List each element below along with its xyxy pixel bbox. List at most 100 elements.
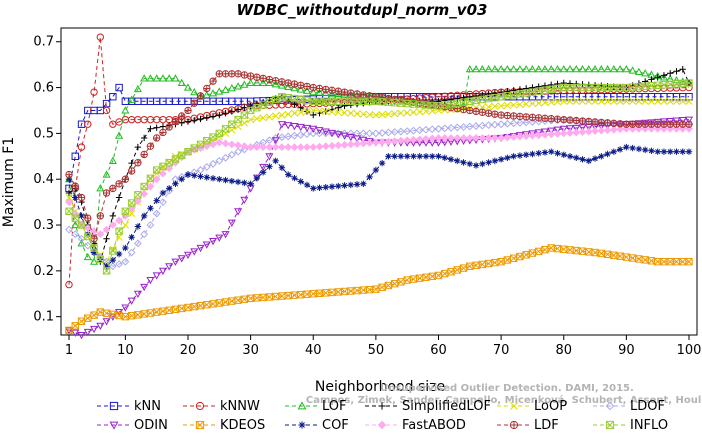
- data-point: [528, 65, 537, 73]
- data-point: [416, 108, 424, 116]
- data-point: [541, 99, 549, 107]
- legend-marker: [605, 420, 615, 430]
- data-point: [441, 269, 449, 278]
- data-point: [102, 170, 111, 178]
- data-point: [171, 117, 180, 126]
- data-point: [485, 103, 493, 111]
- data-point: [103, 263, 110, 270]
- data-point: [679, 148, 686, 155]
- data-point: [541, 149, 549, 156]
- data-point: [228, 177, 236, 185]
- data-point: [146, 182, 155, 191]
- data-point: [516, 112, 524, 121]
- data-point: [115, 233, 123, 241]
- data-point: [372, 166, 380, 174]
- data-point: [359, 136, 368, 145]
- y-tick-label: 0.6: [33, 81, 54, 96]
- data-point: [166, 185, 173, 192]
- legend-marker: [109, 421, 119, 430]
- data-point: [685, 257, 693, 266]
- legend-label: FastABOD: [402, 418, 466, 433]
- legend-item-loop: LoOP: [497, 399, 567, 414]
- data-point: [234, 106, 242, 113]
- data-point: [227, 219, 236, 227]
- data-point: [572, 65, 581, 73]
- data-point: [634, 124, 643, 133]
- data-point: [391, 153, 398, 160]
- data-point: [359, 97, 368, 106]
- data-point: [672, 117, 681, 125]
- data-point: [447, 96, 455, 103]
- data-point: [529, 150, 536, 158]
- data-point: [334, 87, 342, 95]
- legend-item-ldf: LDF: [497, 418, 559, 433]
- data-point: [340, 88, 349, 96]
- data-point: [134, 223, 142, 230]
- data-point: [177, 78, 186, 87]
- data-point: [516, 100, 524, 109]
- data-point: [133, 239, 142, 248]
- data-point: [140, 283, 149, 292]
- data-point: [509, 65, 518, 73]
- data-point: [547, 98, 555, 106]
- data-point: [259, 114, 267, 122]
- data-point: [528, 131, 537, 140]
- data-point: [554, 80, 561, 88]
- data-point: [566, 129, 574, 137]
- data-point: [90, 249, 98, 256]
- data-point: [591, 127, 599, 136]
- data-point: [84, 314, 92, 322]
- data-point: [334, 141, 343, 150]
- data-point: [503, 101, 511, 109]
- data-point: [234, 178, 242, 186]
- data-point: [353, 181, 361, 188]
- data-point: [485, 159, 492, 166]
- data-point: [241, 179, 248, 187]
- data-point: [240, 119, 248, 127]
- data-point: [641, 97, 649, 105]
- data-point: [146, 74, 155, 82]
- data-point: [459, 264, 468, 272]
- data-point: [121, 106, 130, 114]
- data-point: [397, 153, 405, 160]
- data-point: [503, 119, 512, 128]
- data-point: [184, 171, 192, 178]
- data-point: [346, 129, 355, 138]
- data-point: [516, 252, 524, 261]
- data-point: [378, 129, 387, 137]
- data-point: [78, 212, 85, 220]
- data-point: [673, 68, 680, 75]
- legend-item-kdeos: KDEOS: [183, 418, 265, 433]
- data-point: [297, 104, 304, 111]
- data-point: [447, 268, 455, 276]
- data-point: [202, 90, 211, 99]
- data-point: [246, 78, 255, 87]
- data-point: [134, 159, 142, 167]
- data-point: [547, 116, 556, 125]
- data-point: [397, 278, 405, 286]
- data-point: [77, 193, 86, 202]
- legend-item-cof: COF: [285, 418, 349, 433]
- data-point: [371, 129, 380, 138]
- data-point: [272, 157, 279, 165]
- y-tick-label: 0.5: [33, 126, 54, 141]
- data-point: [310, 111, 317, 119]
- data-point: [573, 154, 580, 162]
- data-point: [309, 129, 318, 138]
- data-point: [522, 85, 530, 92]
- data-point: [158, 267, 167, 276]
- data-point: [152, 209, 161, 218]
- data-point: [529, 84, 536, 91]
- data-point: [159, 162, 167, 171]
- data-point: [247, 102, 254, 110]
- data-point: [109, 120, 117, 128]
- data-point: [152, 74, 161, 82]
- legend-marker: [195, 420, 205, 430]
- data-point: [215, 129, 224, 138]
- data-point: [628, 66, 637, 74]
- data-point: [522, 251, 530, 259]
- data-point: [341, 102, 348, 110]
- data-point: [215, 138, 224, 147]
- data-point: [127, 248, 136, 257]
- data-point: [134, 143, 142, 151]
